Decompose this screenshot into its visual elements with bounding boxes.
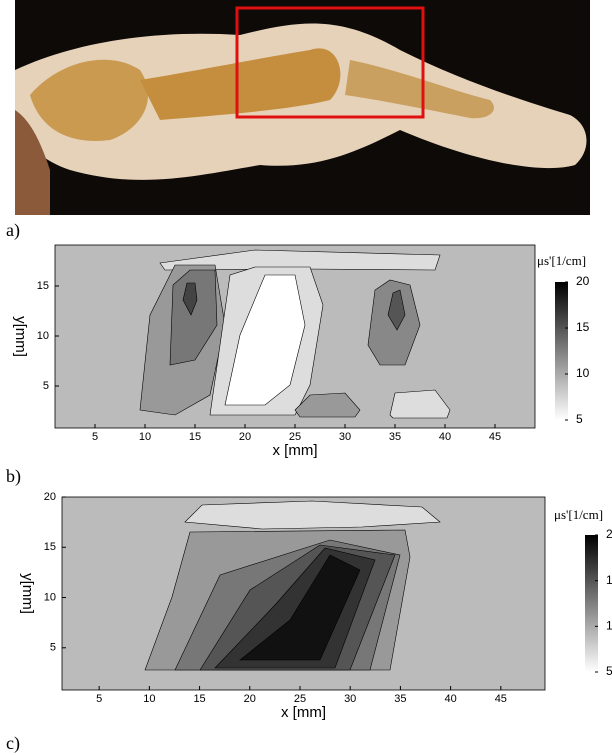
colorbar	[555, 282, 568, 420]
y-tick-label: 10	[37, 330, 49, 342]
x-tick-label: 15	[189, 431, 201, 443]
x-tick-label: 35	[394, 693, 406, 705]
y-tick-label: 15	[44, 541, 56, 553]
colorbar-tick-label: 15	[606, 573, 612, 587]
panel-label: a)	[6, 220, 20, 241]
x-tick-label: 30	[339, 431, 351, 443]
y-tick-label: 5	[50, 642, 56, 654]
y-tick-label: 5	[43, 380, 49, 392]
x-tick-label: 30	[344, 693, 356, 705]
x-tick-label: 10	[143, 693, 155, 705]
x-tick-label: 35	[389, 431, 401, 443]
y-tick-label: 20	[44, 491, 56, 503]
x-tick-label: 5	[92, 431, 98, 443]
colorbar-tick-label: 10	[576, 366, 590, 380]
colorbar	[585, 535, 598, 672]
colorbar-tick-label: 20	[606, 527, 612, 541]
y-tick-label: 15	[37, 280, 49, 292]
panel-label: b)	[6, 466, 21, 487]
x-tick-label: 40	[439, 431, 451, 443]
x-tick-label: 45	[495, 693, 507, 705]
figure: a) b) c) 5101520253035404551015x [mm]y[m…	[0, 0, 612, 755]
plot-area	[55, 245, 535, 428]
colorbar-label: μs'[1/cm]	[537, 253, 586, 268]
colorbar-tick-label: 5	[576, 412, 583, 426]
x-tick-label: 5	[96, 693, 102, 705]
x-axis-label: x [mm]	[273, 442, 318, 459]
x-tick-label: 45	[489, 431, 501, 443]
x-tick-label: 20	[244, 693, 256, 705]
x-tick-label: 15	[193, 693, 205, 705]
colorbar-tick-label: 15	[576, 320, 590, 334]
colorbar-label: μs'[1/cm]	[554, 507, 603, 522]
panel-label: c)	[6, 733, 20, 754]
finger-photo	[15, 0, 590, 215]
plot-area	[62, 497, 545, 690]
y-tick-label: 10	[44, 591, 56, 603]
x-tick-label: 40	[444, 693, 456, 705]
y-axis-label: y[mm]	[19, 573, 36, 614]
colorbar-tick-label: 20	[576, 274, 590, 288]
y-axis-label: y[mm]	[12, 316, 29, 357]
colorbar-tick-label: 5	[606, 664, 612, 678]
x-axis-label: x [mm]	[281, 704, 326, 721]
colorbar-tick-label: 10	[606, 619, 612, 633]
x-tick-label: 20	[239, 431, 251, 443]
x-tick-label: 10	[139, 431, 151, 443]
